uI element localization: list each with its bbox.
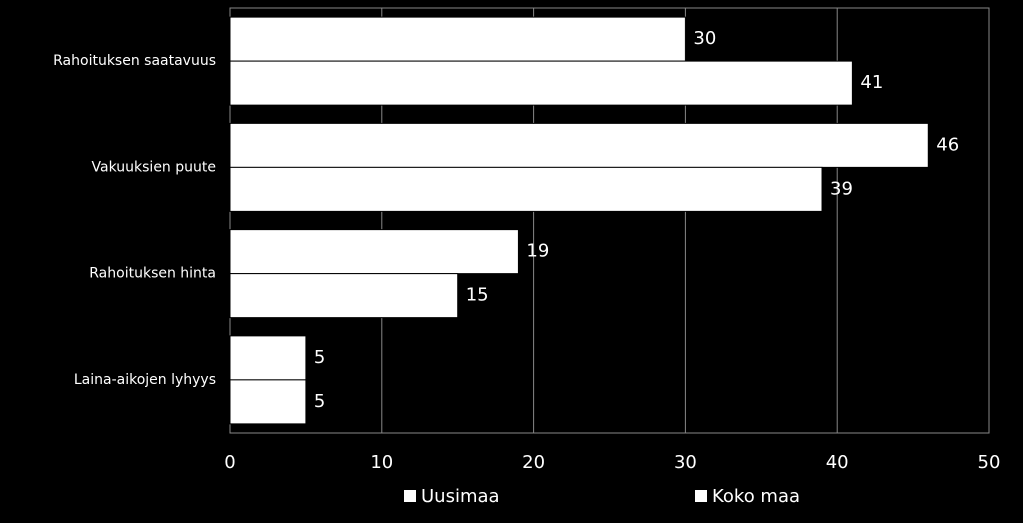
bar [229, 60, 853, 106]
value-label: 30 [693, 28, 716, 49]
bar [229, 379, 307, 425]
legend-label: Uusimaa [421, 486, 500, 507]
bar [229, 166, 823, 212]
bar [229, 16, 686, 62]
value-label: 5 [314, 347, 325, 368]
y-tick-label: Rahoituksen saatavuus [53, 53, 216, 69]
y-tick-label: Rahoituksen hinta [89, 266, 216, 282]
x-tick-label: 0 [224, 452, 235, 473]
bar [229, 335, 307, 381]
bar [229, 273, 459, 319]
value-label: 5 [314, 391, 325, 412]
y-tick-label: Laina-aikojen lyhyys [74, 372, 216, 388]
x-tick-label: 40 [826, 452, 849, 473]
x-tick-label: 20 [522, 452, 545, 473]
value-label: 19 [526, 241, 549, 262]
legend-label: Koko maa [712, 486, 800, 507]
value-label: 39 [830, 178, 853, 199]
value-label: 46 [936, 134, 959, 155]
bar [229, 229, 519, 275]
x-tick-label: 30 [674, 452, 697, 473]
legend-swatch [404, 490, 416, 502]
y-tick-label: Vakuuksien puute [92, 159, 216, 175]
legend-swatch [695, 490, 707, 502]
bar [229, 122, 929, 168]
value-label: 15 [466, 285, 489, 306]
x-tick-label: 50 [978, 452, 1001, 473]
x-tick-label: 10 [370, 452, 393, 473]
value-label: 41 [860, 72, 883, 93]
